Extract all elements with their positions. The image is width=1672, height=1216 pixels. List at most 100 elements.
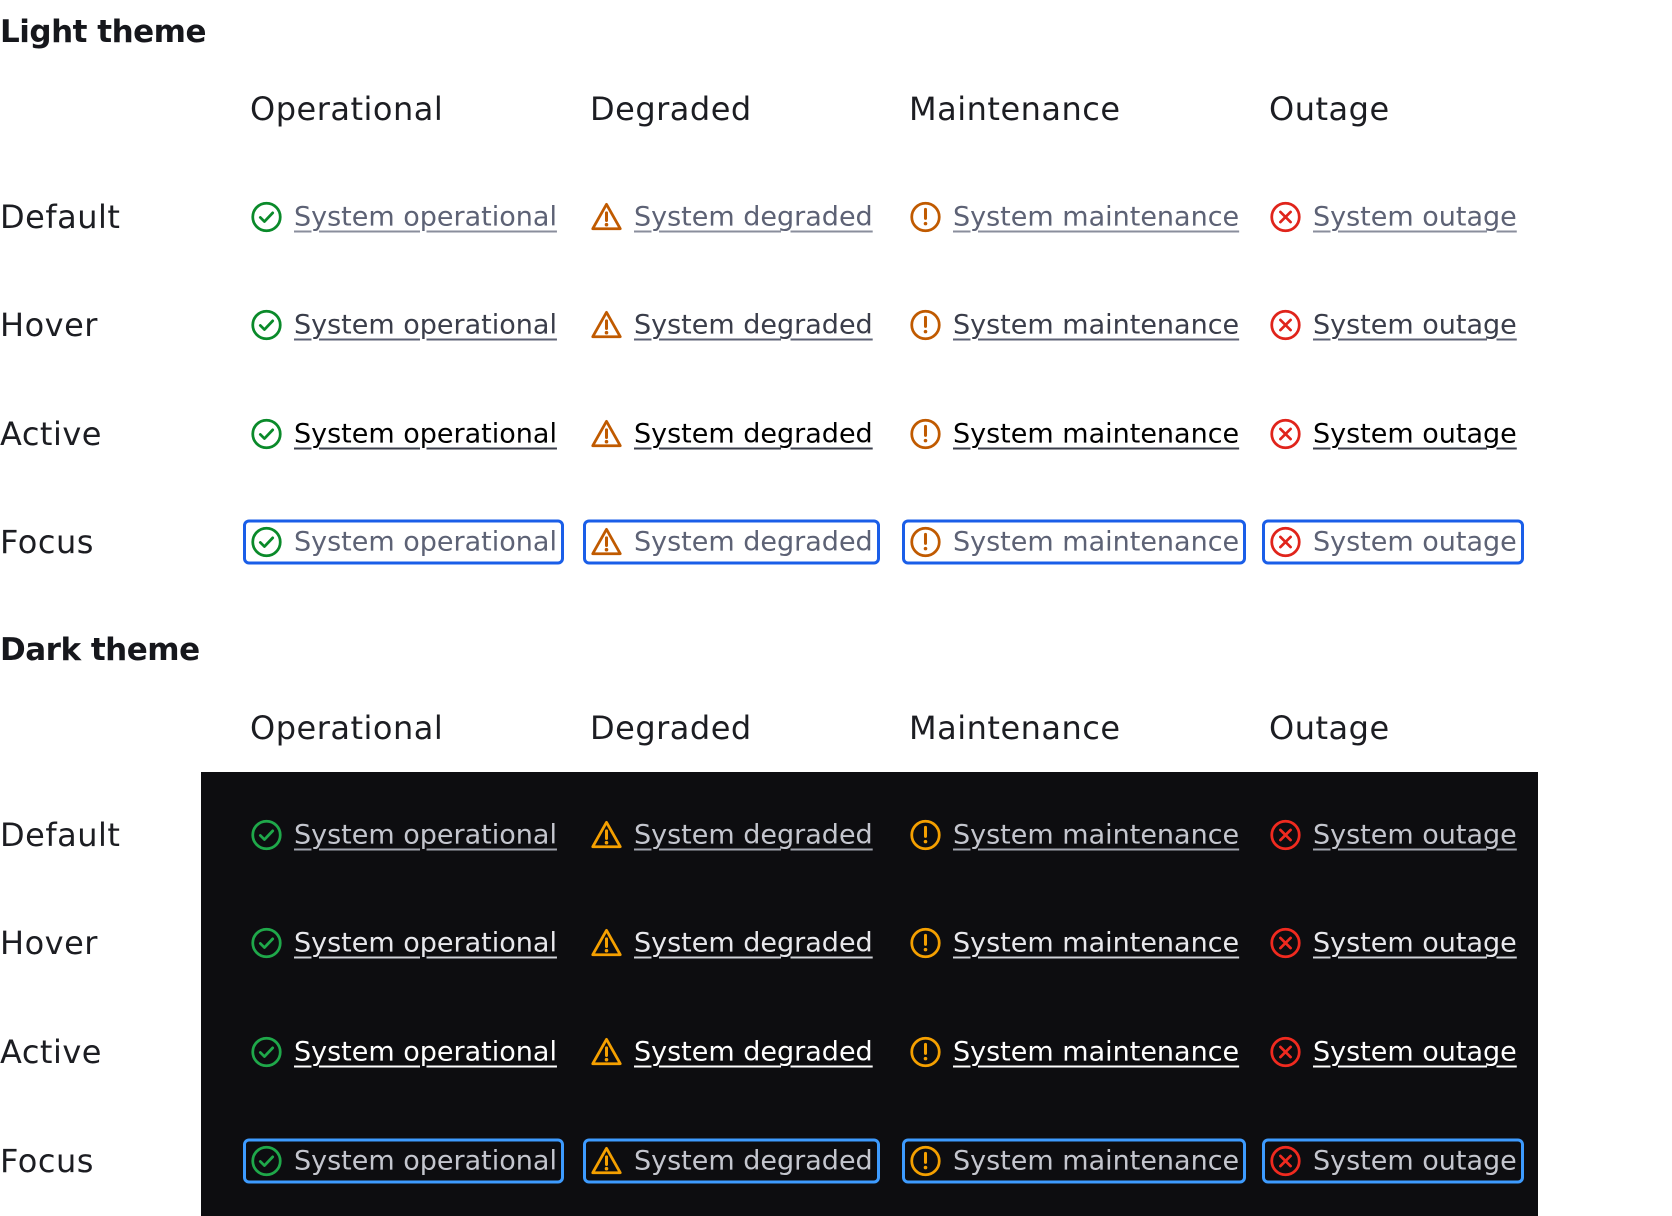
link-label: System degraded — [634, 819, 873, 851]
x-circle-icon — [1269, 819, 1302, 852]
dark-focus-operational-link[interactable]: System operational — [243, 1138, 564, 1184]
exclamation-circle-icon — [909, 418, 942, 451]
warning-triangle-icon — [590, 927, 623, 960]
dark-hover-operational-link[interactable]: System operational — [243, 921, 564, 966]
exclamation-circle-icon — [909, 927, 942, 960]
light-column-header-operational: Operational — [250, 90, 444, 128]
link-label: System degraded — [634, 1036, 873, 1068]
dark-column-header-degraded: Degraded — [590, 709, 752, 747]
dark-row-label-focus: Focus — [0, 1142, 94, 1180]
exclamation-circle-icon — [909, 1036, 942, 1069]
warning-triangle-icon — [590, 819, 623, 852]
light-active-outage-link[interactable]: System outage — [1262, 412, 1524, 457]
link-label: System maintenance — [953, 201, 1240, 233]
light-default-degraded-link[interactable]: System degraded — [583, 195, 880, 240]
light-focus-outage-link[interactable]: System outage — [1262, 519, 1524, 565]
light-focus-operational-link[interactable]: System operational — [243, 519, 564, 565]
dark-default-maintenance-link[interactable]: System maintenance — [902, 813, 1246, 858]
light-default-outage-link[interactable]: System outage — [1262, 195, 1524, 240]
dark-column-header-outage: Outage — [1269, 709, 1390, 747]
link-label: System outage — [1313, 418, 1517, 450]
link-label: System outage — [1313, 201, 1517, 233]
link-label: System maintenance — [953, 309, 1240, 341]
dark-focus-degraded-link[interactable]: System degraded — [583, 1138, 880, 1184]
light-active-maintenance-link[interactable]: System maintenance — [902, 412, 1246, 457]
light-column-header-outage: Outage — [1269, 90, 1390, 128]
dark-row-label-hover: Hover — [0, 924, 98, 962]
link-label: System operational — [294, 1036, 557, 1068]
link-label: System operational — [294, 819, 557, 851]
link-label: System outage — [1313, 309, 1517, 341]
dark-column-header-operational: Operational — [250, 709, 444, 747]
check-circle-icon — [250, 927, 283, 960]
light-focus-maintenance-link[interactable]: System maintenance — [902, 519, 1247, 565]
check-circle-icon — [250, 309, 283, 342]
dark-focus-maintenance-link[interactable]: System maintenance — [902, 1138, 1247, 1184]
dark-default-degraded-link[interactable]: System degraded — [583, 813, 880, 858]
light-row-label-default: Default — [0, 198, 121, 236]
light-theme-title: Light theme — [0, 14, 207, 50]
light-hover-degraded-link[interactable]: System degraded — [583, 303, 880, 348]
check-circle-icon — [250, 201, 283, 234]
exclamation-circle-icon — [909, 201, 942, 234]
link-label: System maintenance — [953, 927, 1240, 959]
x-circle-icon — [1269, 418, 1302, 451]
dark-focus-outage-link[interactable]: System outage — [1262, 1138, 1524, 1184]
link-label: System operational — [294, 1145, 557, 1177]
exclamation-circle-icon — [909, 309, 942, 342]
light-hover-outage-link[interactable]: System outage — [1262, 303, 1524, 348]
warning-triangle-icon — [590, 418, 623, 451]
check-circle-icon — [250, 526, 283, 559]
exclamation-circle-icon — [909, 819, 942, 852]
x-circle-icon — [1269, 526, 1302, 559]
link-label: System outage — [1313, 1036, 1517, 1068]
check-circle-icon — [250, 1036, 283, 1069]
link-label: System degraded — [634, 927, 873, 959]
dark-active-degraded-link[interactable]: System degraded — [583, 1030, 880, 1075]
link-label: System degraded — [634, 418, 873, 450]
dark-active-outage-link[interactable]: System outage — [1262, 1030, 1524, 1075]
light-row-label-focus: Focus — [0, 523, 94, 561]
warning-triangle-icon — [590, 526, 623, 559]
dark-active-maintenance-link[interactable]: System maintenance — [902, 1030, 1246, 1075]
dark-default-operational-link[interactable]: System operational — [243, 813, 564, 858]
dark-hover-maintenance-link[interactable]: System maintenance — [902, 921, 1246, 966]
link-label: System operational — [294, 927, 557, 959]
link-label: System degraded — [634, 201, 873, 233]
dark-theme-panel — [201, 772, 1538, 1216]
light-focus-degraded-link[interactable]: System degraded — [583, 519, 880, 565]
dark-hover-outage-link[interactable]: System outage — [1262, 921, 1524, 966]
link-label: System degraded — [634, 526, 873, 558]
dark-active-operational-link[interactable]: System operational — [243, 1030, 564, 1075]
dark-row-label-active: Active — [0, 1033, 102, 1071]
warning-triangle-icon — [590, 1036, 623, 1069]
exclamation-circle-icon — [909, 526, 942, 559]
link-label: System maintenance — [953, 819, 1240, 851]
warning-triangle-icon — [590, 309, 623, 342]
warning-triangle-icon — [590, 1145, 623, 1178]
light-column-header-maintenance: Maintenance — [909, 90, 1121, 128]
light-default-maintenance-link[interactable]: System maintenance — [902, 195, 1246, 240]
light-column-header-degraded: Degraded — [590, 90, 752, 128]
x-circle-icon — [1269, 309, 1302, 342]
light-default-operational-link[interactable]: System operational — [243, 195, 564, 240]
exclamation-circle-icon — [909, 1145, 942, 1178]
link-label: System operational — [294, 309, 557, 341]
x-circle-icon — [1269, 927, 1302, 960]
warning-triangle-icon — [590, 201, 623, 234]
dark-hover-degraded-link[interactable]: System degraded — [583, 921, 880, 966]
light-hover-maintenance-link[interactable]: System maintenance — [902, 303, 1246, 348]
link-label: System operational — [294, 526, 557, 558]
x-circle-icon — [1269, 201, 1302, 234]
light-active-operational-link[interactable]: System operational — [243, 412, 564, 457]
link-label: System outage — [1313, 819, 1517, 851]
light-hover-operational-link[interactable]: System operational — [243, 303, 564, 348]
light-active-degraded-link[interactable]: System degraded — [583, 412, 880, 457]
dark-default-outage-link[interactable]: System outage — [1262, 813, 1524, 858]
link-label: System maintenance — [953, 526, 1240, 558]
link-label: System degraded — [634, 309, 873, 341]
dark-row-label-default: Default — [0, 816, 121, 854]
check-circle-icon — [250, 819, 283, 852]
link-label: System operational — [294, 201, 557, 233]
link-label: System outage — [1313, 1145, 1517, 1177]
